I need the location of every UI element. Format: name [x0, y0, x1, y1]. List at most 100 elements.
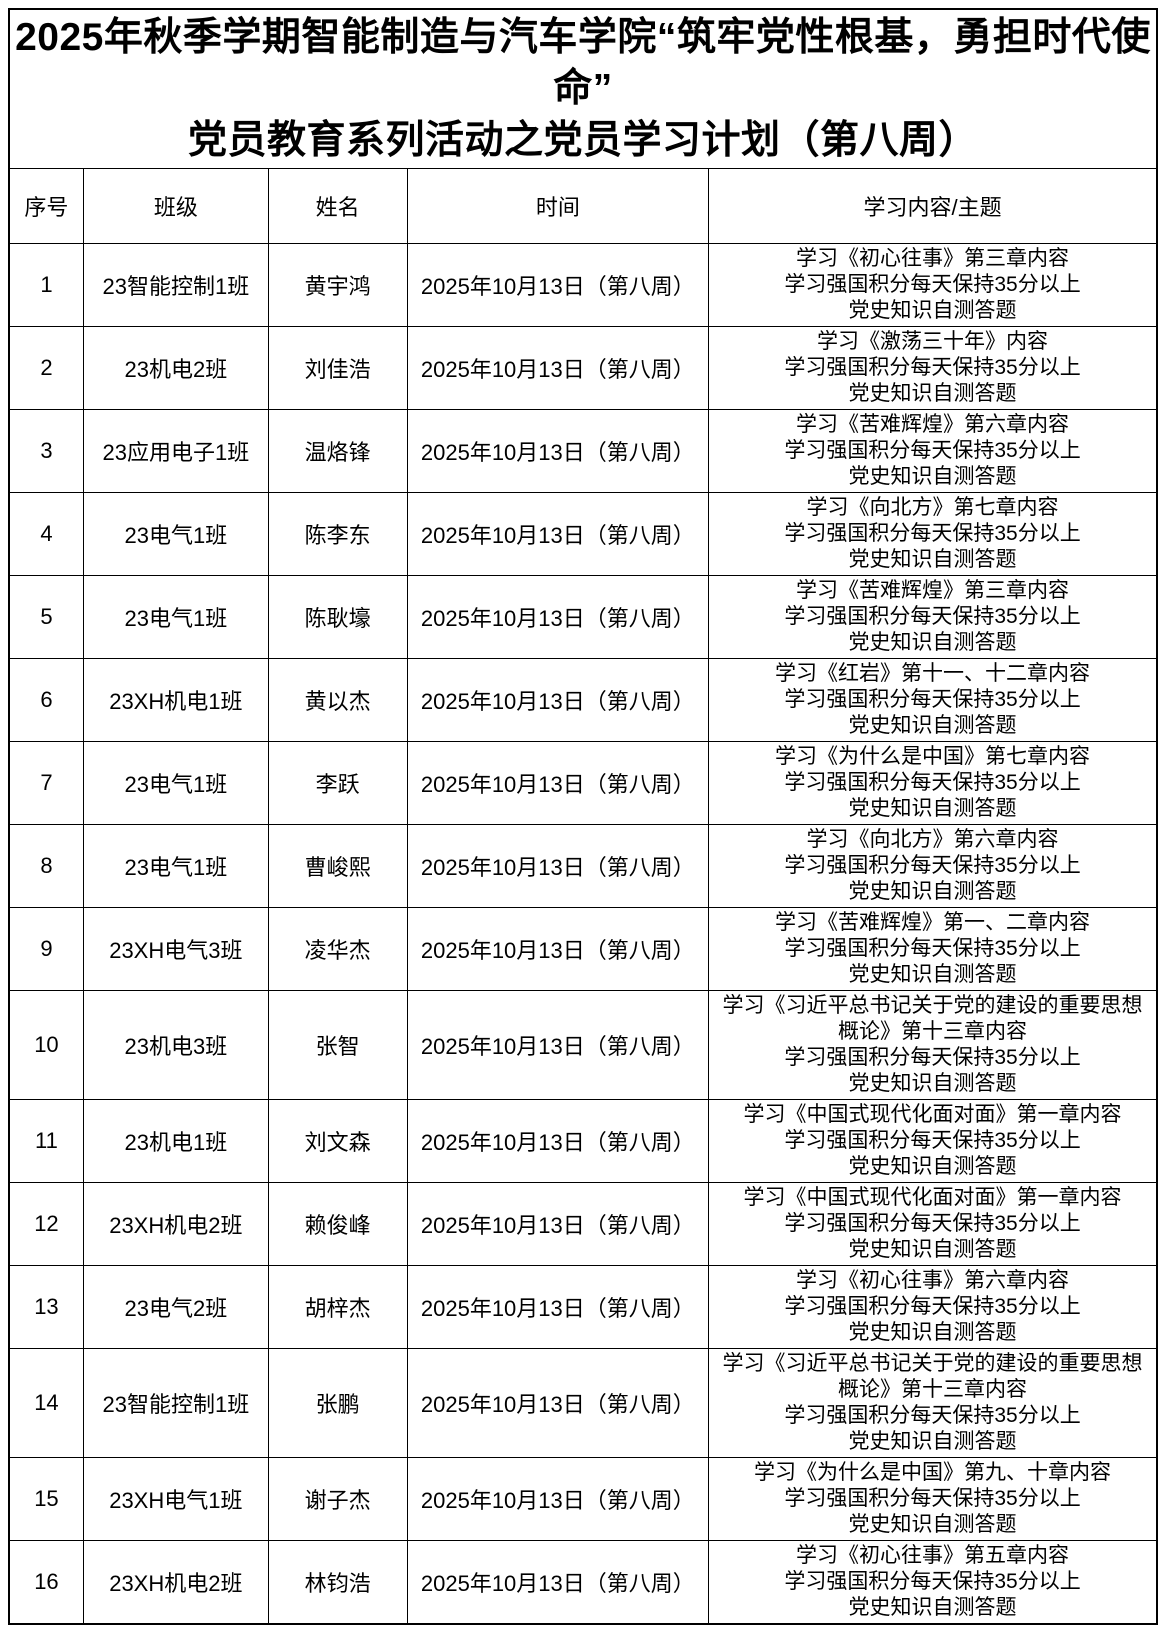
name-cell: 黄以杰 [267, 658, 408, 743]
name-cell: 刘文森 [267, 1099, 408, 1184]
table-row: 16 23XH机电2班 林钧浩 2025年10月13日（第八周） 学习《初心往事》第五章… [8, 1540, 1158, 1625]
name-cell: 陈耿壕 [267, 575, 408, 660]
time-cell: 2025年10月13日（第八周） [406, 990, 710, 1101]
row-number-cell: 2 [8, 326, 84, 411]
content-line: 学习强国积分每天保持35分以上 [784, 1404, 1081, 1428]
content-cell: 学习《中国式现代化面对面》第一章内容 学习强国积分每天保持35分以上 党史知识自测答… [708, 1182, 1158, 1267]
name-cell: 黄宇鸿 [267, 243, 408, 328]
page-title: 2025年秋季学期智能制造与汽车学院“筑牢党性根基，勇担时代使命” 党员教育系列… [8, 8, 1158, 170]
table-header-row: 序号 班级 姓名 时间 学习内容/主题 [8, 168, 1158, 245]
content-line: 党史知识自测答题 [848, 880, 1017, 904]
class-cell: 23电气1班 [82, 824, 269, 909]
time-cell: 2025年10月13日（第八周） [406, 658, 710, 743]
name-cell: 赖俊峰 [267, 1182, 408, 1267]
content-line: 党史知识自测答题 [848, 1072, 1017, 1096]
content-line: 学习《苦难辉煌》第三章内容 [796, 579, 1070, 603]
row-number-cell: 15 [8, 1457, 84, 1542]
content-line: 学习《苦难辉煌》第六章内容 [796, 413, 1070, 437]
name-cell: 林钧浩 [267, 1540, 408, 1625]
time-cell: 2025年10月13日（第八周） [406, 1182, 710, 1267]
table-row: 6 23XH机电1班 黄以杰 2025年10月13日（第八周） 学习《红岩》第十一、十二… [8, 658, 1158, 743]
class-cell: 23电气1班 [82, 741, 269, 826]
content-line: 党史知识自测答题 [848, 963, 1017, 987]
time-cell: 2025年10月13日（第八周） [406, 492, 710, 577]
content-line: 学习强国积分每天保持35分以上 [784, 605, 1081, 629]
table-row: 7 23电气1班 李跃 2025年10月13日（第八周） 学习《为什么是中国》第七章内容… [8, 741, 1158, 826]
row-number-cell: 1 [8, 243, 84, 328]
content-line: 党史知识自测答题 [848, 1321, 1017, 1345]
class-cell: 23电气1班 [82, 492, 269, 577]
class-cell: 23XH机电2班 [82, 1540, 269, 1625]
name-cell: 张鹏 [267, 1348, 408, 1459]
content-line: 学习强国积分每天保持35分以上 [784, 439, 1081, 463]
content-line: 党史知识自测答题 [848, 1430, 1017, 1454]
content-line: 概论》第十三章内容 [838, 1020, 1028, 1044]
content-line: 党史知识自测答题 [848, 382, 1017, 406]
time-cell: 2025年10月13日（第八周） [406, 1265, 710, 1350]
row-number-cell: 11 [8, 1099, 84, 1184]
column-header-no: 序号 [8, 168, 84, 245]
time-cell: 2025年10月13日（第八周） [406, 409, 710, 494]
class-cell: 23电气2班 [82, 1265, 269, 1350]
content-line: 学习《初心往事》第五章内容 [796, 1544, 1070, 1568]
content-line: 党史知识自测答题 [848, 797, 1017, 821]
content-cell: 学习《苦难辉煌》第一、二章内容 学习强国积分每天保持35分以上 党史知识自测答题 [708, 907, 1158, 992]
content-line: 学习强国积分每天保持35分以上 [784, 1129, 1081, 1153]
content-cell: 学习《习近平总书记关于党的建设的重要思想 概论》第十三章内容 学习强国积分每天保持3… [708, 1348, 1158, 1459]
content-line: 学习强国积分每天保持35分以上 [784, 356, 1081, 380]
content-cell: 学习《初心往事》第五章内容 学习强国积分每天保持35分以上 党史知识自测答题 [708, 1540, 1158, 1625]
content-line: 学习强国积分每天保持35分以上 [784, 854, 1081, 878]
content-line: 党史知识自测答题 [848, 465, 1017, 489]
table-row: 8 23电气1班 曹峻熙 2025年10月13日（第八周） 学习《向北方》第六章内容 学习… [8, 824, 1158, 909]
time-cell: 2025年10月13日（第八周） [406, 575, 710, 660]
content-line: 学习《初心往事》第六章内容 [796, 1269, 1070, 1293]
table-row: 4 23电气1班 陈李东 2025年10月13日（第八周） 学习《向北方》第七章内容 学习… [8, 492, 1158, 577]
row-number-cell: 9 [8, 907, 84, 992]
table-row: 12 23XH机电2班 赖俊峰 2025年10月13日（第八周） 学习《中国式现代化面对… [8, 1182, 1158, 1267]
time-cell: 2025年10月13日（第八周） [406, 824, 710, 909]
class-cell: 23应用电子1班 [82, 409, 269, 494]
content-line: 党史知识自测答题 [848, 714, 1017, 738]
table-body: 1 23智能控制1班 黄宇鸿 2025年10月13日（第八周） 学习《初心往事》第三章内… [8, 243, 1158, 1625]
content-line: 党史知识自测答题 [848, 1596, 1017, 1620]
content-line: 党史知识自测答题 [848, 1513, 1017, 1537]
column-header-name: 姓名 [267, 168, 408, 245]
content-line: 学习《为什么是中国》第九、十章内容 [754, 1461, 1112, 1485]
content-line: 学习《红岩》第十一、十二章内容 [775, 662, 1091, 686]
content-line: 学习强国积分每天保持35分以上 [784, 771, 1081, 795]
table-row: 10 23机电3班 张智 2025年10月13日（第八周） 学习《习近平总书记关于党的建… [8, 990, 1158, 1101]
content-line: 学习强国积分每天保持35分以上 [784, 1212, 1081, 1236]
content-line: 学习《激荡三十年》内容 [817, 330, 1049, 354]
table-row: 14 23智能控制1班 张鹏 2025年10月13日（第八周） 学习《习近平总书记关于党… [8, 1348, 1158, 1459]
content-line: 党史知识自测答题 [848, 1238, 1017, 1262]
page-title-line2: 党员教育系列活动之党员学习计划（第八周） [187, 118, 978, 162]
table-row: 13 23电气2班 胡梓杰 2025年10月13日（第八周） 学习《初心往事》第六章内容… [8, 1265, 1158, 1350]
content-cell: 学习《苦难辉煌》第三章内容 学习强国积分每天保持35分以上 党史知识自测答题 [708, 575, 1158, 660]
table-row: 3 23应用电子1班 温烙锋 2025年10月13日（第八周） 学习《苦难辉煌》第六章内… [8, 409, 1158, 494]
class-cell: 23XH机电2班 [82, 1182, 269, 1267]
time-cell: 2025年10月13日（第八周） [406, 1099, 710, 1184]
time-cell: 2025年10月13日（第八周） [406, 741, 710, 826]
name-cell: 曹峻熙 [267, 824, 408, 909]
title-row: 2025年秋季学期智能制造与汽车学院“筑牢党性根基，勇担时代使命” 党员教育系列… [8, 8, 1158, 170]
content-line: 学习《习近平总书记关于党的建设的重要思想 [722, 1352, 1143, 1376]
content-line: 概论》第十三章内容 [838, 1378, 1028, 1402]
time-cell: 2025年10月13日（第八周） [406, 243, 710, 328]
time-cell: 2025年10月13日（第八周） [406, 1457, 710, 1542]
content-cell: 学习《初心往事》第三章内容 学习强国积分每天保持35分以上 党史知识自测答题 [708, 243, 1158, 328]
table-row: 5 23电气1班 陈耿壕 2025年10月13日（第八周） 学习《苦难辉煌》第三章内容学… [8, 575, 1158, 660]
table-row: 15 23XH电气1班 谢子杰 2025年10月13日（第八周） 学习《为什么是中国》第… [8, 1457, 1158, 1542]
content-cell: 学习《红岩》第十一、十二章内容 学习强国积分每天保持35分以上 党史知识自测答题 [708, 658, 1158, 743]
row-number-cell: 10 [8, 990, 84, 1101]
content-line: 党史知识自测答题 [848, 1155, 1017, 1179]
content-line: 学习强国积分每天保持35分以上 [784, 1046, 1081, 1070]
content-line: 学习强国积分每天保持35分以上 [784, 937, 1081, 961]
column-header-class: 班级 [82, 168, 269, 245]
row-number-cell: 13 [8, 1265, 84, 1350]
class-cell: 23智能控制1班 [82, 1348, 269, 1459]
time-cell: 2025年10月13日（第八周） [406, 1540, 710, 1625]
name-cell: 刘佳浩 [267, 326, 408, 411]
class-cell: 23机电1班 [82, 1099, 269, 1184]
content-line: 学习强国积分每天保持35分以上 [784, 688, 1081, 712]
content-line: 学习《初心往事》第三章内容 [796, 247, 1070, 271]
